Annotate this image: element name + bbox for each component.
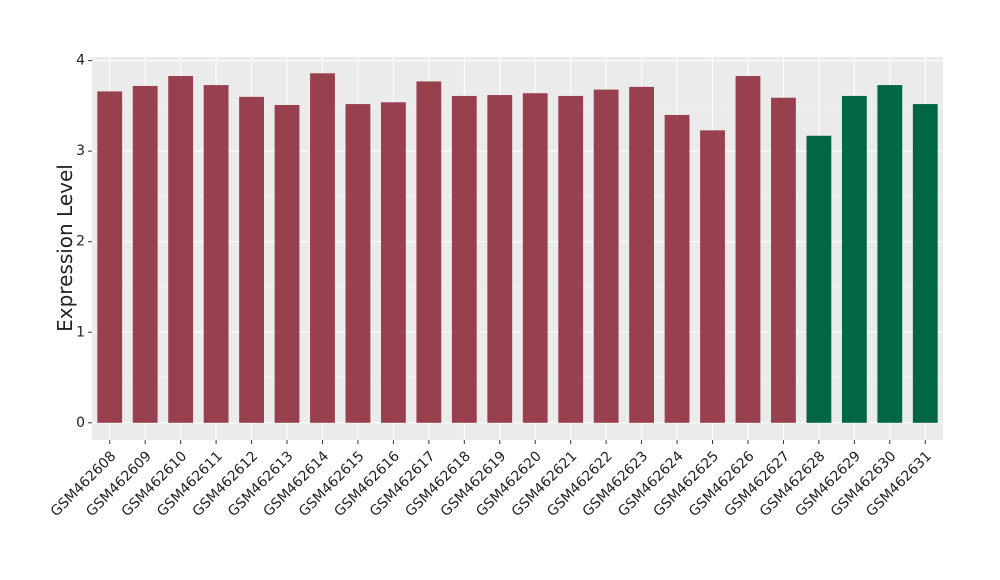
- bar: [522, 93, 548, 423]
- bar: [380, 102, 406, 423]
- panel: [92, 57, 943, 440]
- bar: [664, 114, 690, 423]
- y-axis-title: Expression Level: [53, 164, 77, 332]
- bar: [451, 95, 477, 423]
- bar: [912, 104, 938, 423]
- bar: [239, 96, 264, 423]
- bar: [735, 76, 761, 423]
- bar: [877, 85, 903, 423]
- y-tick-label: 2: [76, 234, 85, 250]
- bar: [168, 76, 194, 423]
- bar: [274, 104, 300, 423]
- y-tick-label: 3: [76, 143, 85, 159]
- bar: [310, 73, 335, 423]
- y-tick-label: 4: [76, 53, 85, 69]
- bar: [487, 95, 513, 423]
- bar: [203, 85, 229, 423]
- bar: [97, 91, 123, 423]
- bar: [700, 130, 725, 423]
- bar: [558, 95, 584, 423]
- bar: [771, 97, 796, 423]
- y-tick-label: 1: [76, 324, 85, 340]
- bar: [345, 104, 371, 423]
- bar: [416, 81, 442, 423]
- y-tick-label: 0: [76, 415, 85, 431]
- bar: [593, 89, 619, 423]
- bar: [841, 95, 867, 423]
- bar: [629, 86, 655, 423]
- bar: [132, 85, 158, 423]
- bar: [806, 135, 832, 423]
